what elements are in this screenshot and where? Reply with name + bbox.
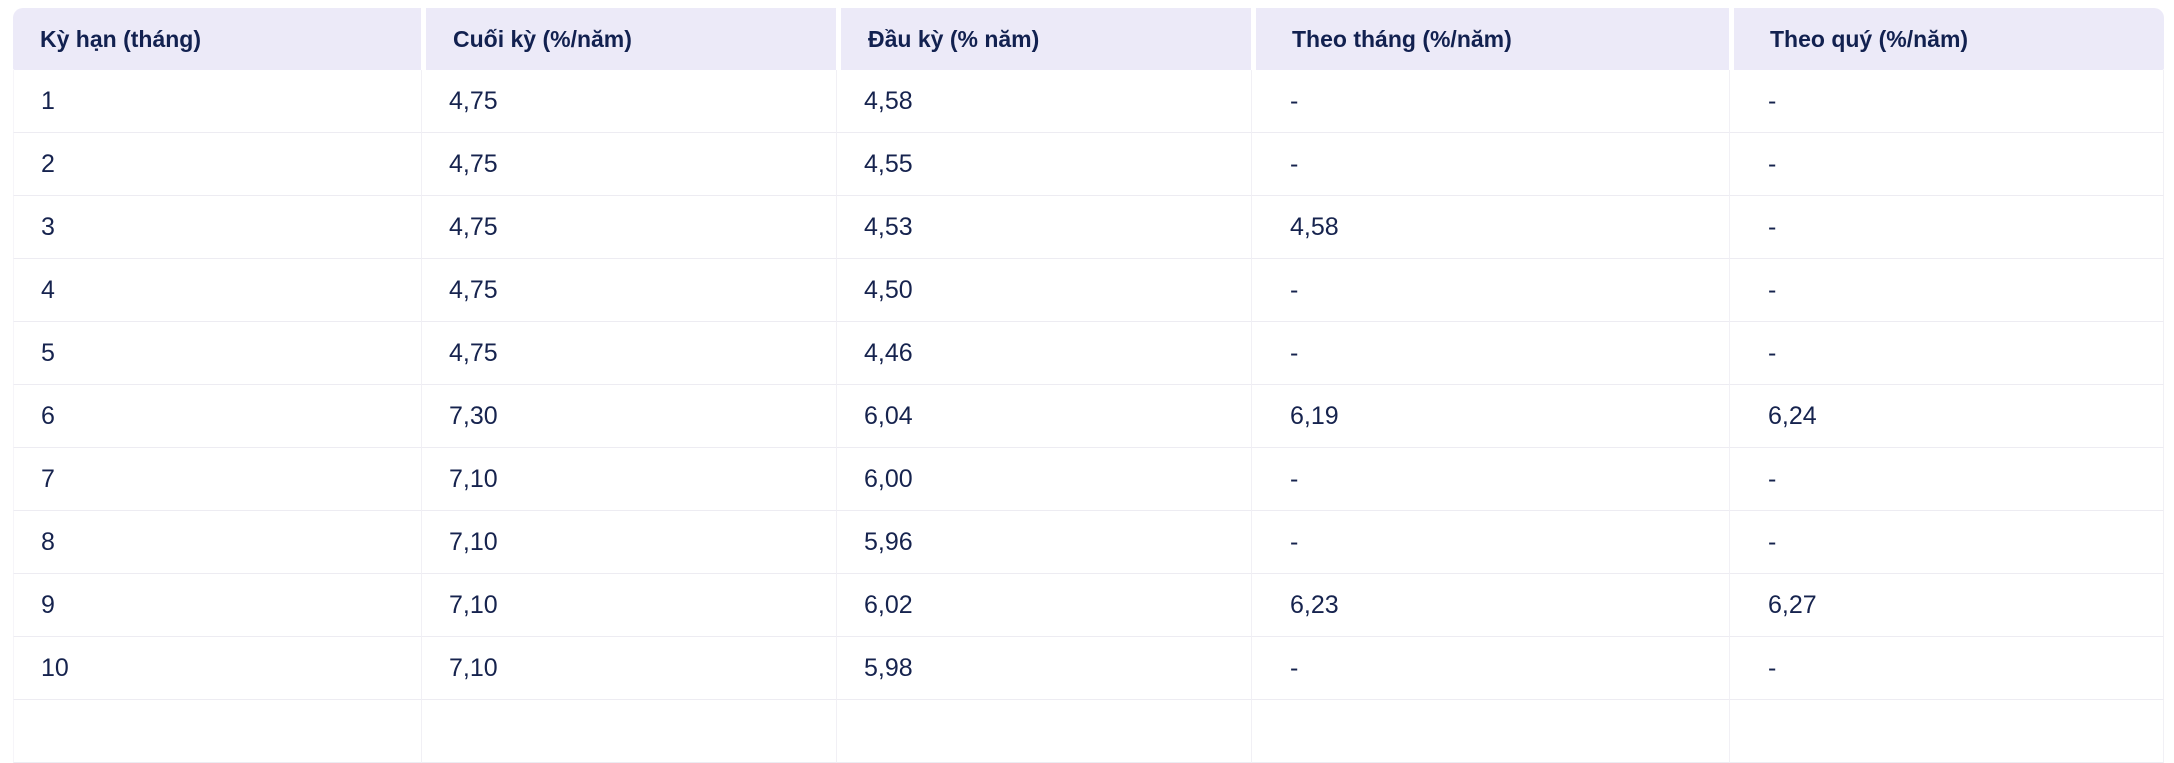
table-cell: - (1251, 511, 1729, 574)
column-header-term-months: Kỳ hạn (tháng) (13, 8, 421, 70)
table-cell: 4,46 (836, 322, 1251, 385)
table-cell: - (1729, 196, 2164, 259)
table-cell: - (1729, 259, 2164, 322)
table-cell (421, 700, 836, 763)
table-row (13, 700, 2164, 763)
table-row: 8 7,10 5,96- - (13, 511, 2164, 574)
table-cell: 4,55 (836, 133, 1251, 196)
table-cell: 7,10 (421, 637, 836, 700)
table-cell (1251, 700, 1729, 763)
table-cell: - (1729, 448, 2164, 511)
table-cell: 4 (13, 259, 421, 322)
table-cell: 7,10 (421, 511, 836, 574)
table-cell: 5,98 (836, 637, 1251, 700)
column-header-end-of-term: Cuối kỳ (%/năm) (421, 8, 836, 70)
table-cell: 4,58 (1251, 196, 1729, 259)
table-cell: 7,10 (421, 574, 836, 637)
table-cell: - (1251, 448, 1729, 511)
table-row: 10 7,10 5,98- - (13, 637, 2164, 700)
table-cell: 6 (13, 385, 421, 448)
table-cell: 4,75 (421, 322, 836, 385)
table-body: 1 4,75 4,58- -2 4,75 4,55- -3 4,75 4,53 4,58-4 4,7… (13, 70, 2164, 763)
table-cell: 4,53 (836, 196, 1251, 259)
column-header-start-of-term: Đầu kỳ (% năm) (836, 8, 1251, 70)
table-row: 3 4,75 4,53 4,58- (13, 196, 2164, 259)
table-cell: - (1729, 637, 2164, 700)
table-cell: 6,02 (836, 574, 1251, 637)
column-header-quarterly: Theo quý (%/năm) (1729, 8, 2164, 70)
table-row: 2 4,75 4,55- - (13, 133, 2164, 196)
table-cell: 6,23 (1251, 574, 1729, 637)
table-cell: 4,75 (421, 259, 836, 322)
column-header-monthly: Theo tháng (%/năm) (1251, 8, 1729, 70)
table-cell: 6,19 (1251, 385, 1729, 448)
table-cell (836, 700, 1251, 763)
table-cell: 4,50 (836, 259, 1251, 322)
table-cell: 6,04 (836, 385, 1251, 448)
table-cell: 7,30 (421, 385, 836, 448)
interest-rates-table: Kỳ hạn (tháng) Cuối kỳ (%/năm) Đầu kỳ (%… (13, 8, 2164, 763)
table-cell: 6,27 (1729, 574, 2164, 637)
table-cell (1729, 700, 2164, 763)
table-cell (13, 700, 421, 763)
table-row: 4 4,75 4,50- - (13, 259, 2164, 322)
table-row: 6 7,30 6,04 6,19 6,24 (13, 385, 2164, 448)
table-cell: 4,75 (421, 196, 836, 259)
table-cell: 1 (13, 70, 421, 133)
table-cell: 6,00 (836, 448, 1251, 511)
table-cell: 9 (13, 574, 421, 637)
table-cell: - (1729, 70, 2164, 133)
table-cell: 4,75 (421, 133, 836, 196)
table-row: 5 4,75 4,46- - (13, 322, 2164, 385)
table-row: 7 7,10 6,00- - (13, 448, 2164, 511)
table-cell: - (1251, 322, 1729, 385)
table-cell: 4,58 (836, 70, 1251, 133)
table-cell: - (1729, 511, 2164, 574)
table-row: 1 4,75 4,58- - (13, 70, 2164, 133)
table-cell: 3 (13, 196, 421, 259)
table-cell: - (1729, 133, 2164, 196)
table-cell: - (1251, 133, 1729, 196)
table-row: 9 7,10 6,02 6,23 6,27 (13, 574, 2164, 637)
table-cell: 5,96 (836, 511, 1251, 574)
table-cell: - (1251, 259, 1729, 322)
table-cell: - (1729, 322, 2164, 385)
table-cell: 8 (13, 511, 421, 574)
table-cell: 6,24 (1729, 385, 2164, 448)
table-cell: - (1251, 70, 1729, 133)
table-header: Kỳ hạn (tháng) Cuối kỳ (%/năm) Đầu kỳ (%… (13, 8, 2164, 70)
table-cell: - (1251, 637, 1729, 700)
table-cell: 10 (13, 637, 421, 700)
table-cell: 5 (13, 322, 421, 385)
table-cell: 7 (13, 448, 421, 511)
table-header-row: Kỳ hạn (tháng) Cuối kỳ (%/năm) Đầu kỳ (%… (13, 8, 2164, 70)
table-cell: 2 (13, 133, 421, 196)
table-cell: 4,75 (421, 70, 836, 133)
table-cell: 7,10 (421, 448, 836, 511)
